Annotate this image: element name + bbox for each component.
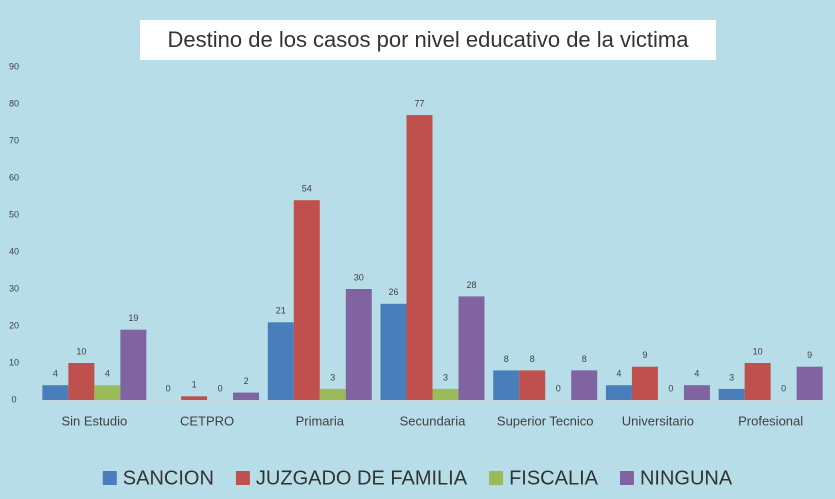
value-label: 8 <box>582 354 587 364</box>
bar <box>267 322 294 400</box>
value-label: 54 <box>302 184 312 194</box>
x-tick-label: Primaria <box>296 413 345 428</box>
bar <box>233 392 260 400</box>
value-label: 77 <box>414 98 424 108</box>
x-tick-label: Profesional <box>738 413 803 428</box>
bar <box>68 363 95 400</box>
y-tick-label: 70 <box>9 135 19 145</box>
y-tick-label: 90 <box>9 61 19 71</box>
value-label: 21 <box>276 306 286 316</box>
bar <box>94 385 121 400</box>
value-label: 4 <box>616 369 621 379</box>
legend-swatch <box>235 471 250 485</box>
value-label: 19 <box>128 313 138 323</box>
bar <box>120 329 147 400</box>
bar <box>458 296 485 400</box>
value-label: 10 <box>76 346 86 356</box>
legend-swatch <box>619 471 634 485</box>
x-tick-label: Sin Estudio <box>61 413 127 428</box>
bar <box>406 115 433 400</box>
bar <box>319 388 346 400</box>
value-label: 8 <box>530 354 535 364</box>
value-label: 0 <box>556 383 561 393</box>
value-label: 3 <box>330 372 335 382</box>
y-tick-label: 20 <box>9 320 19 330</box>
value-label: 3 <box>729 372 734 382</box>
bar <box>181 396 208 400</box>
value-label: 1 <box>192 380 197 390</box>
x-tick-label: Superior Tecnico <box>497 413 594 428</box>
value-label: 0 <box>781 383 786 393</box>
bar <box>683 385 710 400</box>
x-tick-label: CETPRO <box>180 413 234 428</box>
y-tick-label: 10 <box>9 357 19 367</box>
chart-title: Destino de los casos por nivel educativo… <box>168 27 690 52</box>
value-label: 4 <box>694 369 699 379</box>
bar <box>293 200 320 400</box>
y-tick-label: 0 <box>11 394 16 404</box>
x-tick-label: Secundaria <box>400 413 467 428</box>
y-tick-label: 30 <box>9 283 19 293</box>
y-tick-label: 50 <box>9 209 19 219</box>
value-label: 0 <box>218 383 223 393</box>
y-tick-label: 80 <box>9 98 19 108</box>
bar <box>571 370 598 400</box>
bar <box>744 363 771 400</box>
value-label: 0 <box>668 383 673 393</box>
value-label: 4 <box>105 369 110 379</box>
bar <box>718 388 745 400</box>
bar <box>631 366 658 400</box>
bar <box>796 366 823 400</box>
legend-label: FISCALIA <box>509 467 599 489</box>
value-label: 2 <box>244 376 249 386</box>
legend-label: JUZGADO DE FAMILIA <box>256 467 468 489</box>
y-tick-label: 40 <box>9 246 19 256</box>
bar <box>380 303 407 400</box>
legend-label: SANCION <box>123 467 214 489</box>
value-label: 30 <box>354 272 364 282</box>
legend-label: NINGUNA <box>640 467 733 489</box>
value-label: 26 <box>388 287 398 297</box>
value-label: 8 <box>504 354 509 364</box>
bar <box>519 370 546 400</box>
bar <box>493 370 520 400</box>
value-label: 3 <box>443 372 448 382</box>
value-label: 9 <box>642 350 647 360</box>
bar <box>605 385 632 400</box>
value-label: 0 <box>166 383 171 393</box>
y-tick-label: 60 <box>9 172 19 182</box>
bar <box>42 385 69 400</box>
value-label: 10 <box>753 346 763 356</box>
value-label: 9 <box>807 350 812 360</box>
value-label: 28 <box>466 280 476 290</box>
title-box <box>140 20 716 60</box>
value-label: 4 <box>53 369 58 379</box>
bar <box>345 289 372 400</box>
bar <box>432 388 459 400</box>
legend-swatch <box>102 471 117 485</box>
x-tick-label: Universitario <box>622 413 694 428</box>
legend-swatch <box>489 471 504 485</box>
